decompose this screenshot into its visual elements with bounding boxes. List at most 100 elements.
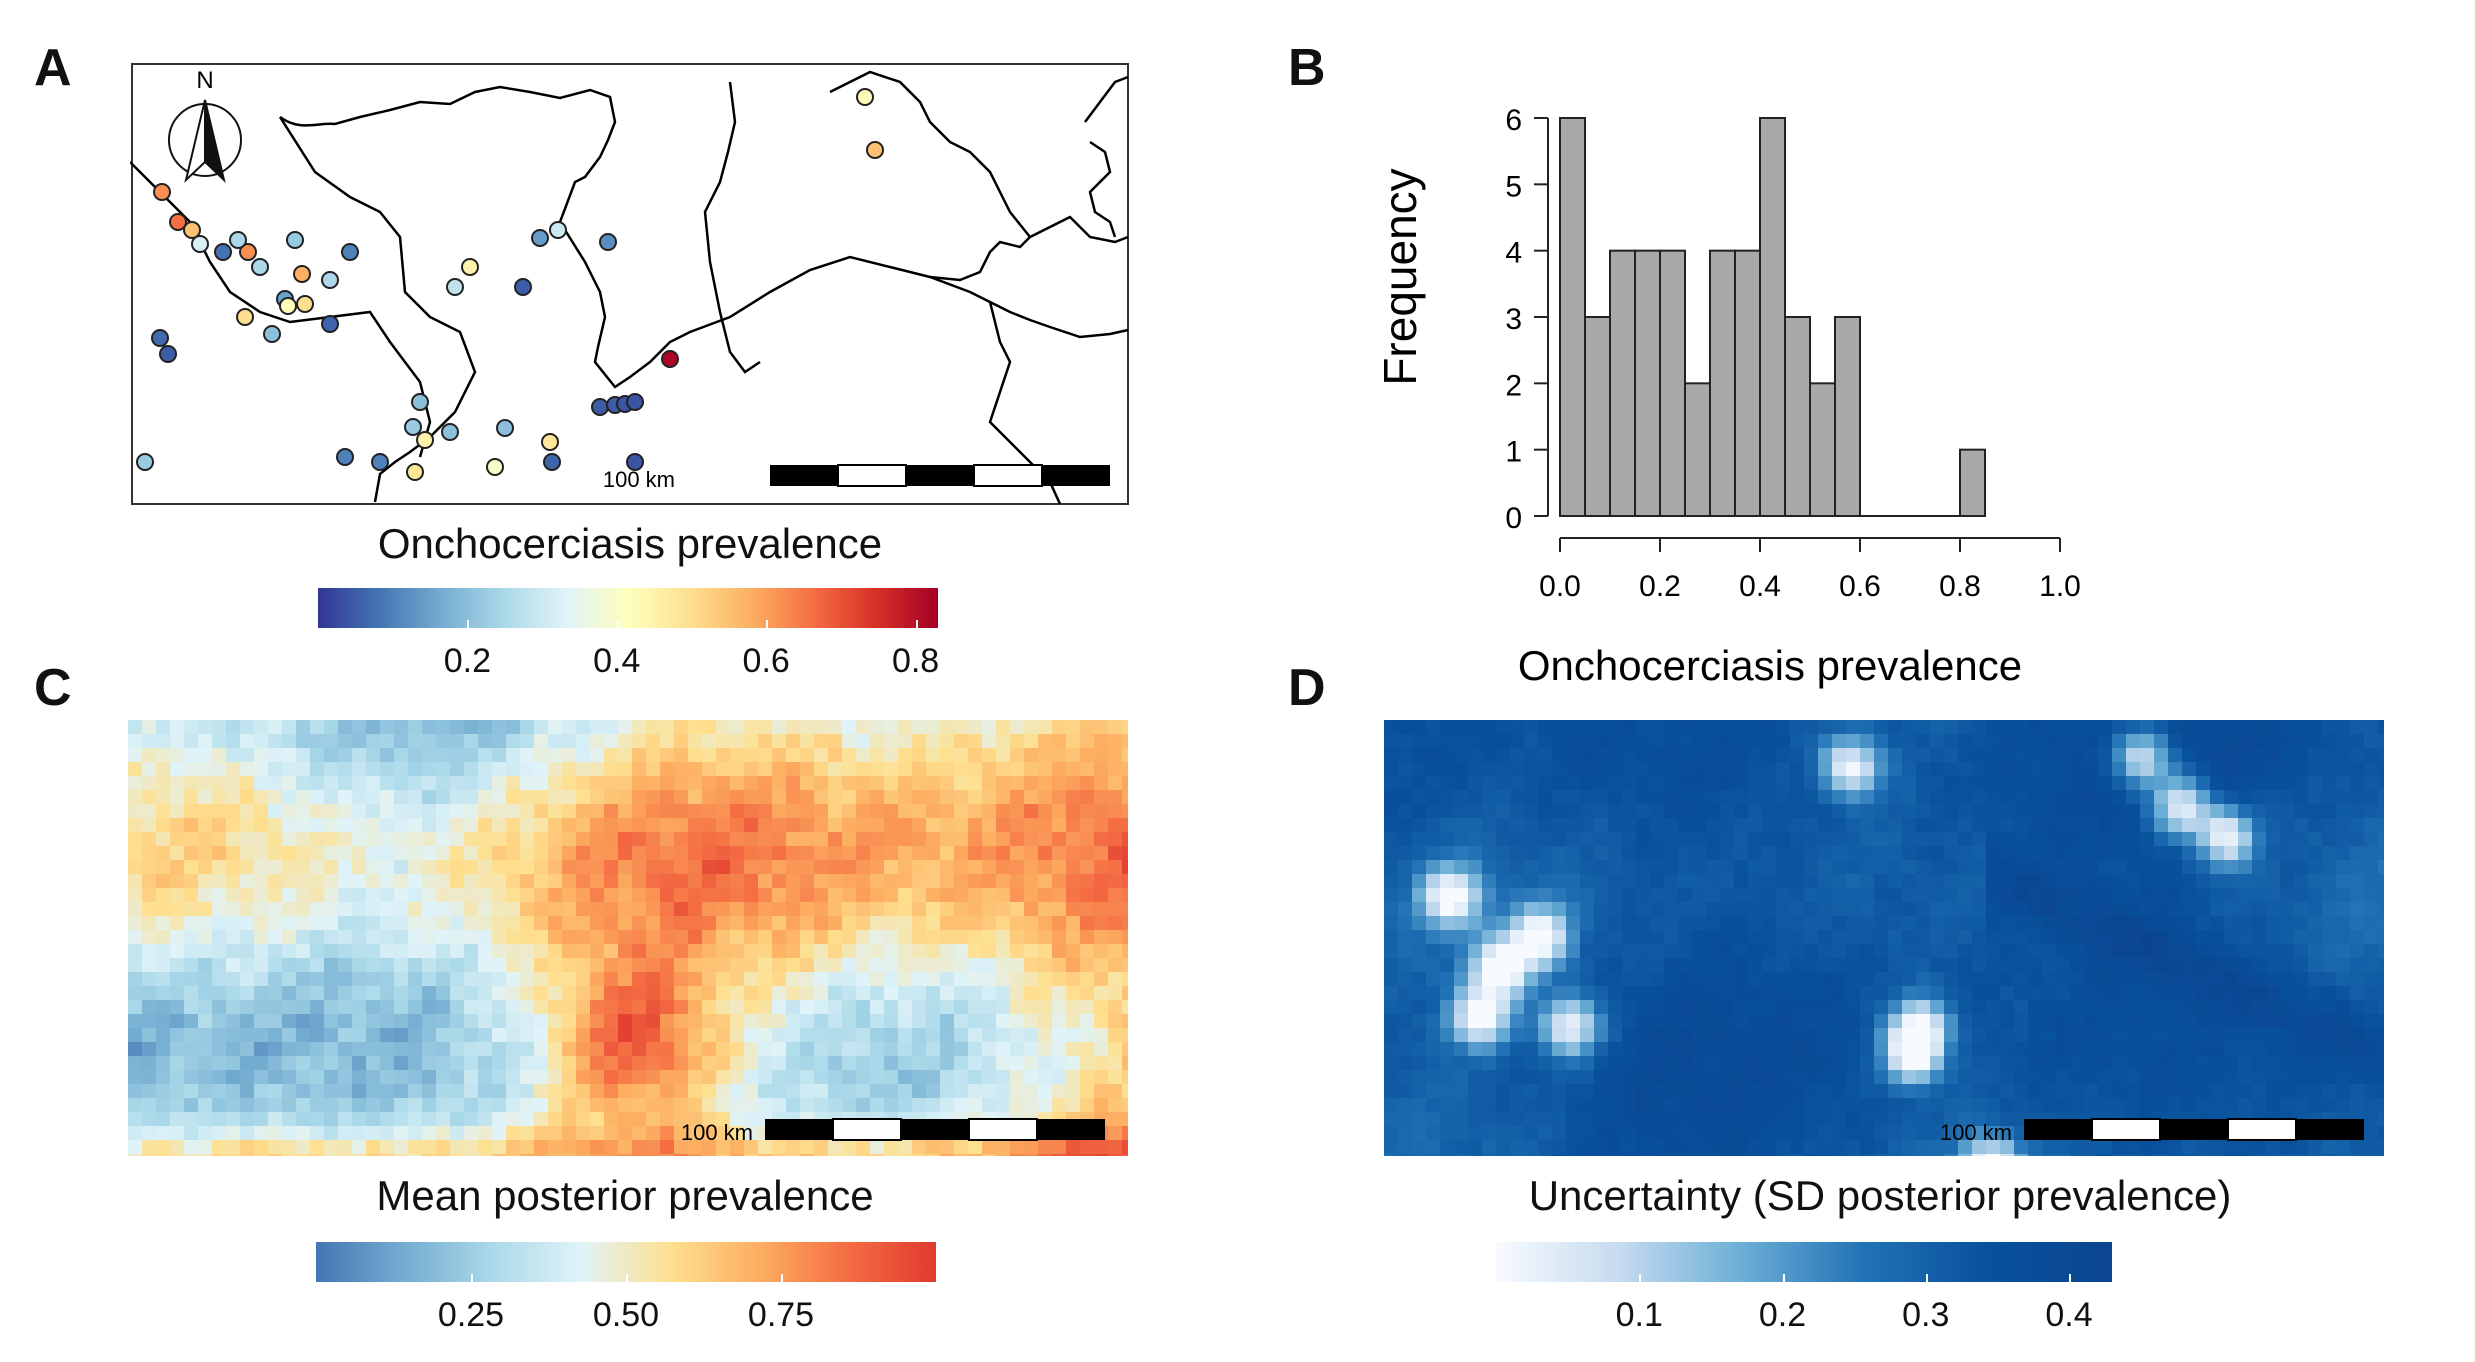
- raster-cell: [912, 734, 927, 749]
- survey-point: [183, 221, 201, 239]
- raster-cell: [436, 846, 451, 861]
- raster-cell: [730, 874, 745, 889]
- colorbar-d: [1496, 1242, 2112, 1282]
- raster-cell: [576, 986, 591, 1001]
- raster-cell: [618, 1098, 633, 1113]
- raster-cell: [856, 1098, 871, 1113]
- raster-cell: [940, 860, 955, 875]
- raster-cell: [268, 1000, 283, 1015]
- raster-cell: [982, 972, 997, 987]
- raster-cell: [912, 1056, 927, 1071]
- raster-cell: [254, 832, 269, 847]
- raster-cell: [394, 748, 409, 763]
- raster-cell: [772, 888, 787, 903]
- raster-cell: [674, 804, 689, 819]
- raster-cell: [716, 958, 731, 973]
- raster-cell: [576, 916, 591, 931]
- raster-cell: [842, 1056, 857, 1071]
- survey-point: [461, 258, 479, 276]
- raster-cell: [772, 1098, 787, 1113]
- raster-cell: [954, 1084, 969, 1099]
- raster-cell: [450, 776, 465, 791]
- raster-cell: [254, 888, 269, 903]
- raster-cell: [324, 944, 339, 959]
- raster-cell: [786, 1098, 801, 1113]
- raster-cell: [170, 832, 185, 847]
- raster-cell: [380, 790, 395, 805]
- raster-cell: [940, 832, 955, 847]
- raster-cell: [968, 1014, 983, 1029]
- raster-cell: [184, 1070, 199, 1085]
- raster-cell: [772, 916, 787, 931]
- raster-cell: [352, 748, 367, 763]
- raster-cell: [534, 804, 549, 819]
- raster-cell: [212, 818, 227, 833]
- raster-cell: [688, 1084, 703, 1099]
- colorbar-tick-mark: [915, 620, 918, 628]
- raster-cell: [534, 902, 549, 917]
- raster-cell: [562, 860, 577, 875]
- raster-cell: [926, 860, 941, 875]
- raster-cell: [1038, 832, 1053, 847]
- raster-cell: [618, 902, 633, 917]
- raster-cell: [1052, 804, 1067, 819]
- raster-cell: [268, 902, 283, 917]
- raster-cell: [996, 874, 1011, 889]
- raster-cell: [478, 888, 493, 903]
- raster-cell: [1066, 804, 1081, 819]
- raster-cell: [1080, 832, 1095, 847]
- raster-cell: [758, 776, 773, 791]
- raster-cell: [604, 1042, 619, 1057]
- raster-cell: [324, 860, 339, 875]
- raster-cell: [436, 790, 451, 805]
- raster-cell: [1122, 790, 1128, 805]
- raster-cell: [842, 1070, 857, 1085]
- raster-cell: [814, 762, 829, 777]
- raster-cell: [604, 804, 619, 819]
- raster-cell: [884, 1042, 899, 1057]
- raster-cell: [730, 734, 745, 749]
- raster-cell: [632, 902, 647, 917]
- raster-cell: [1010, 986, 1025, 1001]
- raster-cell: [744, 762, 759, 777]
- raster-cell: [632, 958, 647, 973]
- raster-cell: [660, 1056, 675, 1071]
- raster-cell: [394, 972, 409, 987]
- raster-cell: [352, 916, 367, 931]
- raster-cell: [1108, 804, 1123, 819]
- raster-cell: [982, 1084, 997, 1099]
- colorbar-tick-label: 0.4: [593, 642, 641, 680]
- raster-cell: [660, 1014, 675, 1029]
- raster-cell: [604, 986, 619, 1001]
- raster-cell: [898, 860, 913, 875]
- raster-cell: [898, 916, 913, 931]
- raster-cell: [240, 888, 255, 903]
- raster-cell: [128, 930, 143, 945]
- raster-cell: [548, 986, 563, 1001]
- raster-cell: [954, 1070, 969, 1085]
- raster-cell: [436, 1056, 451, 1071]
- raster-cell: [324, 832, 339, 847]
- raster-cell: [674, 1084, 689, 1099]
- raster-cell: [996, 748, 1011, 763]
- raster-cell: [226, 860, 241, 875]
- raster-cell: [198, 1042, 213, 1057]
- raster-cell: [310, 762, 325, 777]
- raster-cell: [604, 720, 619, 735]
- raster-cell: [884, 1070, 899, 1085]
- raster-cell: [870, 916, 885, 931]
- raster-cell: [702, 790, 717, 805]
- raster-cell: [646, 818, 661, 833]
- raster-cell: [492, 832, 507, 847]
- raster-cell: [590, 874, 605, 889]
- raster-cell: [436, 944, 451, 959]
- raster-cell: [660, 832, 675, 847]
- raster-cell: [604, 1098, 619, 1113]
- raster-cell: [940, 902, 955, 917]
- raster-cell: [324, 916, 339, 931]
- raster-cell: [1066, 930, 1081, 945]
- raster-cell: [730, 1056, 745, 1071]
- raster-cell: [1080, 818, 1095, 833]
- survey-point: [236, 308, 254, 326]
- raster-cell: [660, 1084, 675, 1099]
